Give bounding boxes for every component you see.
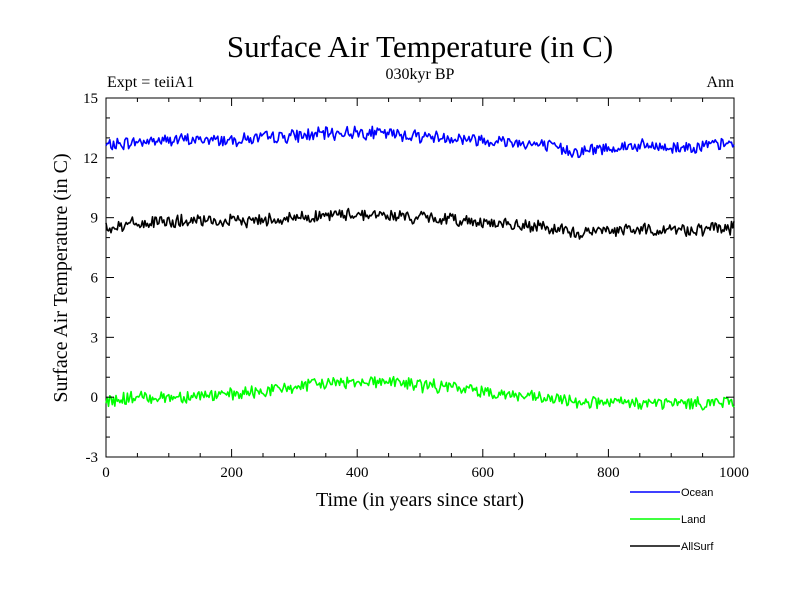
chart-subtitle: 030kyr BP <box>386 66 455 83</box>
legend-label-land: Land <box>681 514 705 526</box>
experiment-label: Expt = teiiA1 <box>107 74 194 91</box>
legend-label-ocean: Ocean <box>681 487 713 499</box>
x-tick-label: 800 <box>597 465 620 481</box>
series-line-ocean <box>105 125 735 159</box>
season-label: Ann <box>706 74 734 91</box>
chart-title: Surface Air Temperature (in C) <box>227 29 613 64</box>
x-tick-label: 600 <box>472 465 495 481</box>
x-tick-label: 1000 <box>719 465 749 481</box>
y-tick-label: 12 <box>83 151 98 167</box>
series-line-allsurf <box>105 207 735 240</box>
y-axis-label: Surface Air Temperature (in C) <box>50 153 72 402</box>
y-tick-label: -3 <box>86 450 99 466</box>
x-tick-label: 200 <box>220 465 243 481</box>
y-tick-label: 15 <box>83 91 98 107</box>
legend-label-allsurf: AllSurf <box>681 541 714 553</box>
y-tick-label: 0 <box>91 390 99 406</box>
x-tick-label: 400 <box>346 465 369 481</box>
y-tick-label: 6 <box>91 271 99 287</box>
x-tick-label: 0 <box>102 465 110 481</box>
series-layer <box>105 125 735 411</box>
y-tick-label: 9 <box>91 211 99 227</box>
series-line-land <box>105 375 735 411</box>
legend: Ocean Land AllSurf <box>630 487 714 553</box>
y-tick-label: 3 <box>91 330 99 346</box>
x-axis-label: Time (in years since start) <box>316 489 524 511</box>
